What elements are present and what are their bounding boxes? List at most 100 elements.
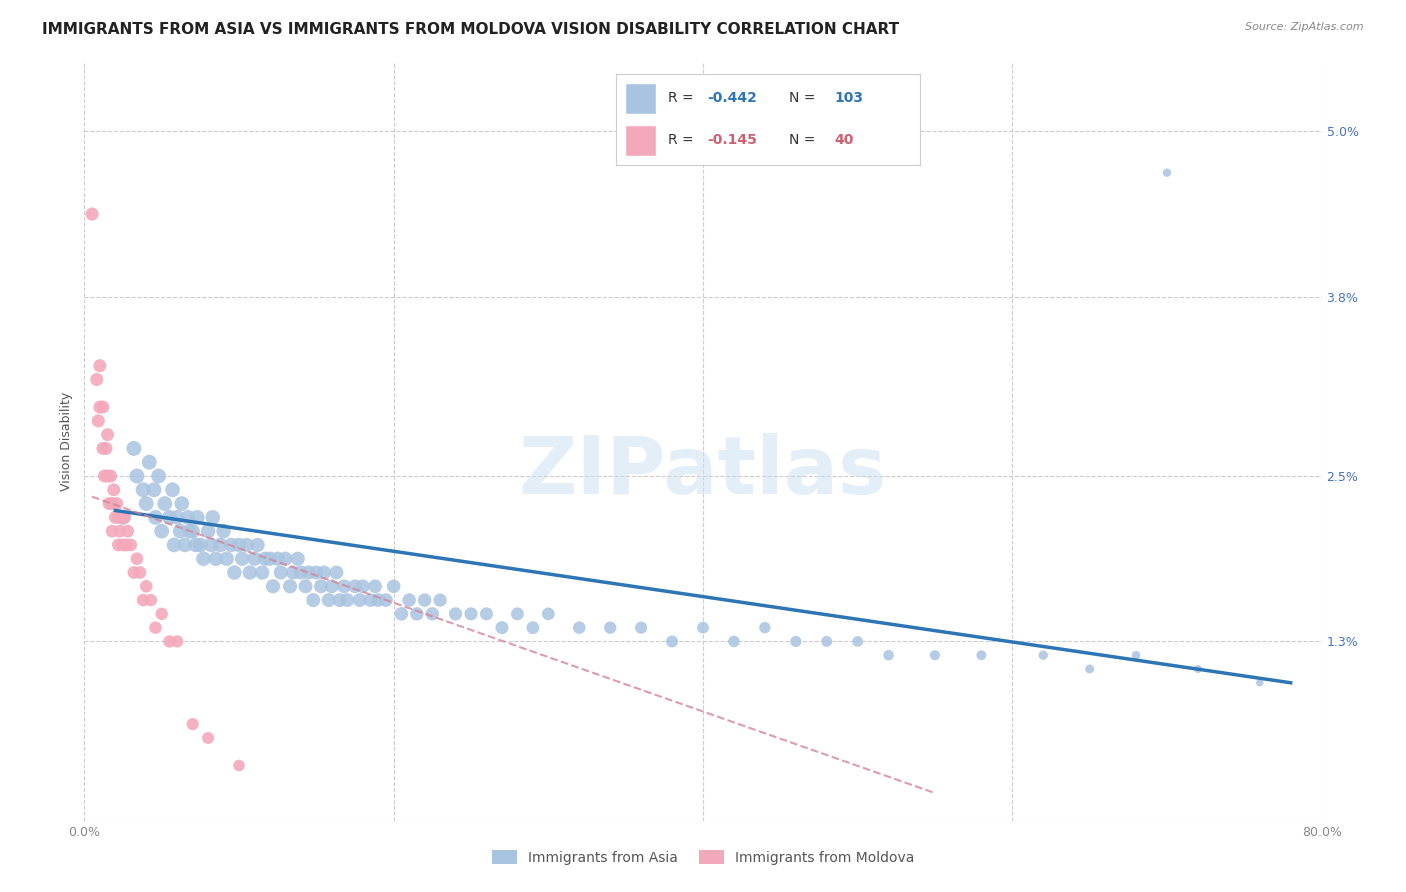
- Point: [101, 524, 124, 538]
- Point: [129, 566, 152, 580]
- Point: [360, 593, 382, 607]
- Point: [287, 551, 309, 566]
- Point: [254, 551, 277, 566]
- Point: [491, 621, 513, 635]
- Point: [197, 731, 219, 745]
- Point: [112, 538, 135, 552]
- Point: [444, 607, 467, 621]
- Point: [159, 634, 180, 648]
- Text: Source: ZipAtlas.com: Source: ZipAtlas.com: [1246, 22, 1364, 32]
- Point: [224, 566, 246, 580]
- Point: [96, 427, 118, 442]
- Point: [166, 634, 188, 648]
- Point: [91, 442, 114, 456]
- Point: [1156, 166, 1178, 180]
- Point: [815, 634, 838, 648]
- Point: [105, 497, 128, 511]
- Point: [692, 621, 714, 635]
- Point: [429, 593, 451, 607]
- Point: [294, 579, 316, 593]
- Point: [267, 551, 290, 566]
- Point: [89, 400, 111, 414]
- Point: [321, 579, 343, 593]
- Point: [103, 483, 125, 497]
- Point: [228, 758, 250, 772]
- Point: [91, 400, 114, 414]
- Point: [82, 207, 104, 221]
- Point: [153, 497, 176, 511]
- Point: [122, 566, 145, 580]
- Point: [215, 551, 238, 566]
- Point: [405, 607, 427, 621]
- Point: [166, 510, 188, 524]
- Point: [197, 524, 219, 538]
- Point: [398, 593, 420, 607]
- Point: [785, 634, 807, 648]
- Point: [352, 579, 374, 593]
- Point: [374, 593, 398, 607]
- Point: [108, 524, 131, 538]
- Point: [318, 593, 340, 607]
- Point: [312, 566, 335, 580]
- Point: [270, 566, 292, 580]
- Point: [259, 551, 281, 566]
- Point: [87, 414, 110, 428]
- Point: [179, 524, 201, 538]
- Point: [274, 551, 297, 566]
- Point: [112, 510, 135, 524]
- Point: [86, 372, 108, 386]
- Point: [162, 483, 184, 497]
- Point: [143, 483, 166, 497]
- Point: [389, 607, 413, 621]
- Point: [186, 510, 208, 524]
- Point: [209, 538, 232, 552]
- Point: [333, 579, 356, 593]
- Text: IMMIGRANTS FROM ASIA VS IMMIGRANTS FROM MOLDOVA VISION DISABILITY CORRELATION CH: IMMIGRANTS FROM ASIA VS IMMIGRANTS FROM …: [42, 22, 900, 37]
- Point: [924, 648, 946, 663]
- Point: [107, 510, 129, 524]
- Point: [110, 510, 132, 524]
- Point: [181, 717, 204, 731]
- Point: [212, 524, 235, 538]
- Point: [305, 566, 328, 580]
- Point: [723, 634, 745, 648]
- Point: [661, 634, 683, 648]
- Point: [325, 566, 347, 580]
- Point: [107, 538, 129, 552]
- Point: [278, 579, 301, 593]
- Point: [139, 593, 162, 607]
- Point: [188, 538, 211, 552]
- Point: [89, 359, 111, 373]
- Text: ZIPatlas: ZIPatlas: [519, 433, 887, 511]
- Point: [1249, 675, 1271, 690]
- Y-axis label: Vision Disability: Vision Disability: [59, 392, 73, 491]
- Point: [150, 607, 173, 621]
- Point: [422, 607, 444, 621]
- Point: [193, 551, 215, 566]
- Point: [132, 483, 155, 497]
- Point: [522, 621, 544, 635]
- Point: [231, 551, 253, 566]
- Point: [120, 538, 142, 552]
- Point: [1032, 648, 1054, 663]
- Point: [413, 593, 436, 607]
- Point: [568, 621, 591, 635]
- Point: [115, 538, 138, 552]
- Point: [170, 497, 193, 511]
- Point: [200, 538, 222, 552]
- Point: [228, 538, 250, 552]
- Point: [239, 566, 262, 580]
- Point: [364, 579, 387, 593]
- Point: [219, 538, 242, 552]
- Point: [201, 510, 224, 524]
- Point: [93, 469, 115, 483]
- Point: [184, 538, 207, 552]
- Point: [382, 579, 405, 593]
- Legend: Immigrants from Asia, Immigrants from Moldova: Immigrants from Asia, Immigrants from Mo…: [486, 845, 920, 871]
- Point: [205, 551, 228, 566]
- Point: [125, 551, 148, 566]
- Point: [159, 510, 180, 524]
- Point: [475, 607, 498, 621]
- Point: [297, 566, 319, 580]
- Point: [163, 538, 186, 552]
